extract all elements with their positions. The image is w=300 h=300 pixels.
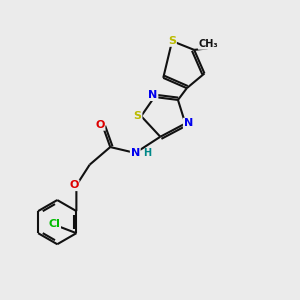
Text: N: N xyxy=(184,118,193,128)
Text: N: N xyxy=(148,90,158,100)
Text: H: H xyxy=(143,148,151,158)
Text: S: S xyxy=(134,111,142,121)
Text: O: O xyxy=(69,180,79,190)
Text: O: O xyxy=(95,120,105,130)
Text: CH₃: CH₃ xyxy=(199,39,218,49)
Text: N: N xyxy=(131,148,140,158)
Text: Cl: Cl xyxy=(48,219,60,229)
Text: S: S xyxy=(168,36,176,46)
